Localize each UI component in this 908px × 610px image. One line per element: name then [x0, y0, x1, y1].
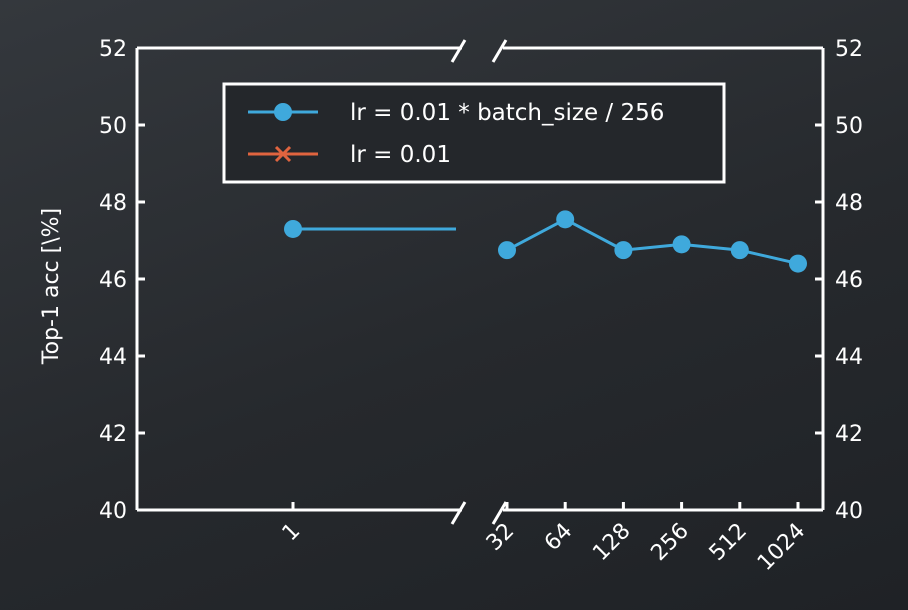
y-tick-label-right: 42	[835, 422, 863, 447]
data-point	[614, 241, 633, 260]
y-tick-label-left: 52	[99, 37, 127, 62]
y-tick-label-right: 48	[835, 191, 863, 216]
y-tick-label-right: 50	[835, 114, 863, 139]
data-point	[672, 235, 691, 254]
axis-break-mark	[491, 501, 508, 525]
y-tick-label-left: 44	[99, 345, 127, 370]
data-point	[730, 241, 749, 260]
y-tick-label-right: 44	[835, 345, 863, 370]
axis-break-mark	[450, 501, 467, 525]
legend-marker-x	[274, 145, 292, 163]
x-tick-label: 1	[278, 519, 306, 547]
y-axis-left: 40 42 44 46 48 50 52	[99, 37, 145, 524]
axis-break-mark	[450, 39, 467, 63]
data-point	[498, 241, 516, 260]
y-axis-right: 40 42 44 46 48 50 52	[815, 37, 863, 524]
y-tick-label-right: 40	[835, 499, 863, 524]
y-tick-label-right: 46	[835, 268, 863, 293]
y-axis-label: Top-1 acc [\%]	[39, 208, 64, 365]
x-tick-label: 32	[482, 519, 519, 556]
x-tick-label: 64	[540, 519, 577, 556]
data-point	[789, 254, 807, 273]
y-tick-label-left: 42	[99, 422, 127, 447]
x-tick-label: 256	[646, 519, 693, 566]
y-tick-label-left: 50	[99, 114, 127, 139]
data-point	[284, 219, 302, 238]
legend-marker-circle	[274, 103, 292, 121]
y-tick-label-left: 40	[99, 499, 127, 524]
x-axis: 1 32 64 128 256 512 1024	[278, 502, 810, 576]
legend: lr = 0.01 * batch_size / 256 lr = 0.01	[222, 82, 726, 184]
series-layer	[284, 210, 807, 273]
y-tick-label-left: 48	[99, 191, 127, 216]
y-tick-label-left: 46	[99, 268, 127, 293]
series-line-segment-right	[506, 217, 799, 266]
data-point	[556, 210, 575, 229]
x-tick-label: 128	[588, 519, 635, 566]
x-tick-label: 1024	[753, 519, 810, 576]
legend-label: lr = 0.01 * batch_size / 256	[350, 100, 664, 126]
y-tick-label-right: 52	[835, 37, 863, 62]
legend-box	[222, 82, 726, 184]
axis-break-mark	[491, 39, 508, 63]
legend-label: lr = 0.01	[350, 142, 451, 168]
x-tick-label: 512	[705, 519, 752, 566]
